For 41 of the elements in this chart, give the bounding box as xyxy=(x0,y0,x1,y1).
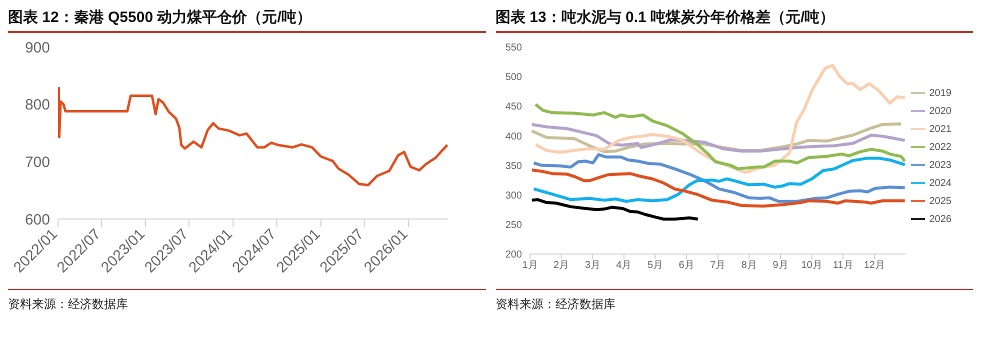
y-tick-label: 550 xyxy=(504,42,522,54)
y-tick-label: 600 xyxy=(24,211,50,228)
x-tick-label: 6月 xyxy=(678,260,694,272)
x-tick-label: 8月 xyxy=(740,260,756,272)
legend-label: 2024 xyxy=(929,178,952,188)
x-tick-label: 9月 xyxy=(772,260,788,272)
line-series xyxy=(530,198,699,221)
y-tick-label: 800 xyxy=(24,96,50,114)
x-tick-label: 4月 xyxy=(616,260,632,272)
line-series xyxy=(58,86,448,186)
legend-label: 2026 xyxy=(929,214,952,224)
y-tick-label: 200 xyxy=(504,250,522,261)
line-series xyxy=(534,64,906,174)
x-tick-label: 7月 xyxy=(710,260,726,272)
chart-title: 图表 13：吨水泥与 0.1 吨煤炭分年价格差（元/吨） xyxy=(496,8,973,33)
x-tick-label: 10月 xyxy=(800,260,822,272)
legend-label: 2021 xyxy=(929,124,952,134)
legend-label: 2022 xyxy=(929,142,952,152)
legend-label: 2020 xyxy=(929,106,952,116)
x-tick-label: 11月 xyxy=(832,260,853,272)
legend-label: 2019 xyxy=(929,88,952,98)
chart-title: 图表 12：秦港 Q5500 动力煤平仓价（元/吨） xyxy=(8,8,486,33)
legend-label: 2023 xyxy=(929,160,952,170)
x-tick-label: 5月 xyxy=(646,260,663,272)
text: 资料来源：经济数据库 xyxy=(496,296,616,313)
y-tick-label: 350 xyxy=(504,160,522,172)
x-tick-label: 2月 xyxy=(553,260,569,272)
line-series xyxy=(530,168,906,208)
line-series xyxy=(534,102,906,170)
x-tick-label: 1月 xyxy=(522,260,538,272)
y-tick-label: 500 xyxy=(504,72,522,84)
x-tick-label: 3月 xyxy=(584,260,600,272)
y-tick-label: 300 xyxy=(504,190,522,202)
y-tick-label: 700 xyxy=(24,154,50,171)
legend-label: 2025 xyxy=(929,196,952,206)
y-tick-label: 400 xyxy=(504,131,522,142)
text: 资料来源：经济数据库 xyxy=(8,296,129,313)
y-tick-label: 450 xyxy=(504,102,522,113)
y-tick-label: 250 xyxy=(504,220,522,231)
x-tick-label: 12月 xyxy=(863,260,884,272)
y-tick-label: 900 xyxy=(24,39,50,56)
